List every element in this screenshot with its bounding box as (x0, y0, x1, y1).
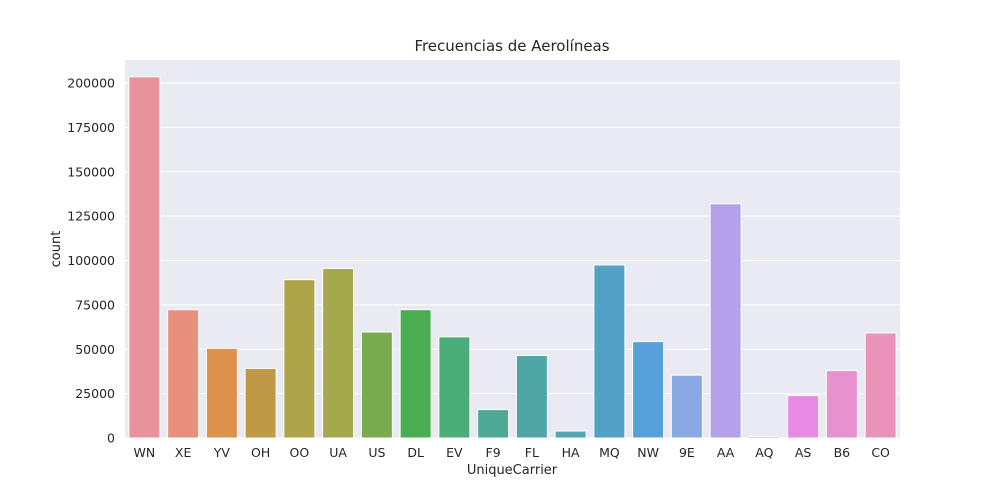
x-tick-label: HA (562, 445, 580, 460)
bar-as (787, 395, 820, 439)
y-axis-label: count (49, 231, 64, 268)
y-tick-label: 200000 (67, 76, 115, 91)
bars (128, 76, 897, 439)
y-tick-label: 0 (107, 431, 115, 446)
x-tick-label: MQ (599, 445, 620, 460)
bar-b6 (825, 370, 858, 439)
y-tick-label: 150000 (67, 164, 115, 179)
x-tick-label: AS (795, 445, 812, 460)
bar-aq (748, 435, 781, 439)
bar-us (360, 331, 393, 439)
bar-oh (244, 367, 277, 439)
x-tick-label: AA (717, 445, 735, 460)
bar-mq (593, 264, 626, 439)
x-axis-label: UniqueCarrier (467, 463, 558, 478)
x-tick-label: EV (446, 445, 463, 460)
y-tick-label: 25000 (75, 386, 115, 401)
x-tick-label: YV (213, 445, 231, 460)
bar-yv (205, 347, 238, 439)
x-tick-label: US (368, 445, 385, 460)
y-tick-label: 175000 (67, 120, 115, 135)
bar-nw (632, 341, 665, 439)
plot-area (125, 60, 900, 438)
x-tick-label: OO (290, 445, 310, 460)
bar-ua (322, 268, 355, 439)
x-tick-label: DL (407, 445, 424, 460)
y-tick-label: 50000 (75, 342, 115, 357)
bar-9e (670, 374, 703, 439)
bar-dl (399, 309, 432, 439)
bar-f9 (477, 409, 510, 439)
x-tick-label: F9 (486, 445, 501, 460)
bar-wn (128, 76, 161, 439)
x-tick-label: UA (329, 445, 347, 460)
x-tick-label: 9E (679, 445, 695, 460)
y-tick-labels: 0 25000 50000 75000 100000 125000 150000 175000… (67, 76, 115, 446)
bar-fl (515, 354, 548, 439)
y-tick-label: 100000 (67, 253, 115, 268)
x-tick-label: CO (871, 445, 890, 460)
x-tick-label: WN (134, 445, 156, 460)
bar-ha (554, 430, 587, 439)
x-tick-label: OH (251, 445, 270, 460)
bar-co (864, 332, 897, 439)
bar-xe (167, 309, 200, 439)
y-tick-label: 125000 (67, 209, 115, 224)
x-tick-label: XE (175, 445, 192, 460)
x-tick-labels: WN XE YV OH OO UA US DL EV F9 FL HA MQ NW 9E AA AQ AS B6 CO (134, 445, 891, 460)
bar-aa (709, 203, 742, 439)
chart-title: Frecuencias de Aerolíneas (414, 37, 609, 55)
x-tick-label: AQ (755, 445, 773, 460)
x-tick-label: B6 (834, 445, 851, 460)
y-tick-label: 75000 (75, 297, 115, 312)
bar-ev (438, 336, 471, 439)
bar-oo (283, 279, 316, 439)
x-tick-label: FL (525, 445, 539, 460)
x-tick-label: NW (637, 445, 659, 460)
